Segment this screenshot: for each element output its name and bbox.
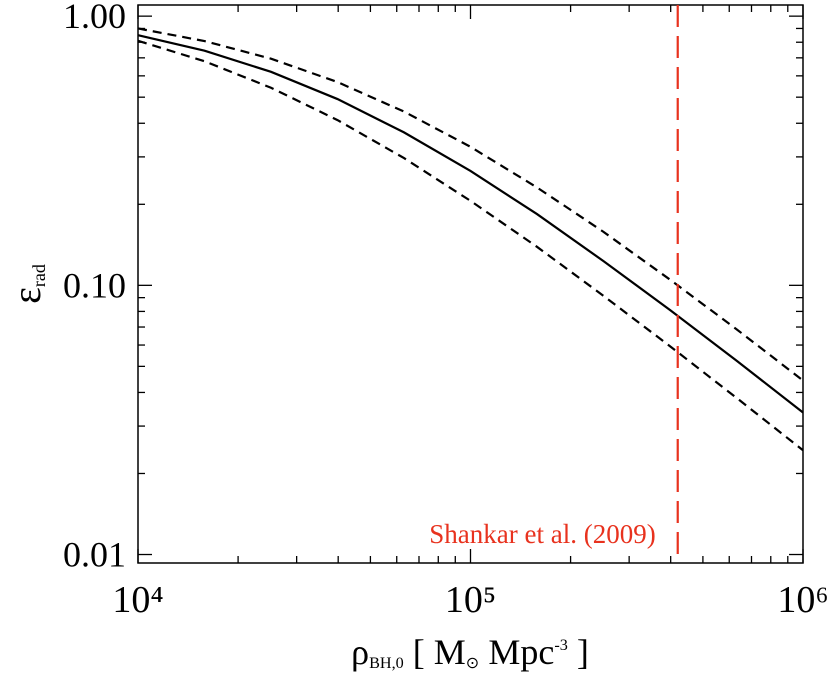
data-line [137, 39, 804, 452]
reference-label: Shankar et al. (2009) [429, 519, 655, 549]
label-part: -3 [554, 636, 567, 654]
y-axis-label: εrad [4, 264, 49, 304]
y-tick-label: 1.00 [63, 0, 126, 36]
label-part: ρ [351, 632, 369, 672]
x-tick-label: 10⁵ [445, 579, 496, 621]
y-tick-label: 0.10 [63, 265, 126, 305]
data-line [137, 27, 804, 382]
x-tick-label: 10⁶ [777, 579, 828, 621]
label-part: Mpc [479, 632, 554, 672]
label-part: ⊙ [466, 654, 480, 672]
x-tick-label: 10⁴ [112, 579, 163, 621]
label-part: ] [568, 632, 589, 672]
y-tick-label: 0.01 [63, 535, 126, 575]
label-part: [ M [404, 632, 466, 672]
label-part: ε [4, 287, 49, 304]
data-line [137, 34, 804, 414]
plot-frame [137, 4, 804, 564]
label-part: BH,0 [369, 654, 404, 672]
label-part: rad [29, 264, 49, 287]
x-axis-label: ρBH,0 [ M⊙ Mpc-3 ] [351, 632, 589, 672]
